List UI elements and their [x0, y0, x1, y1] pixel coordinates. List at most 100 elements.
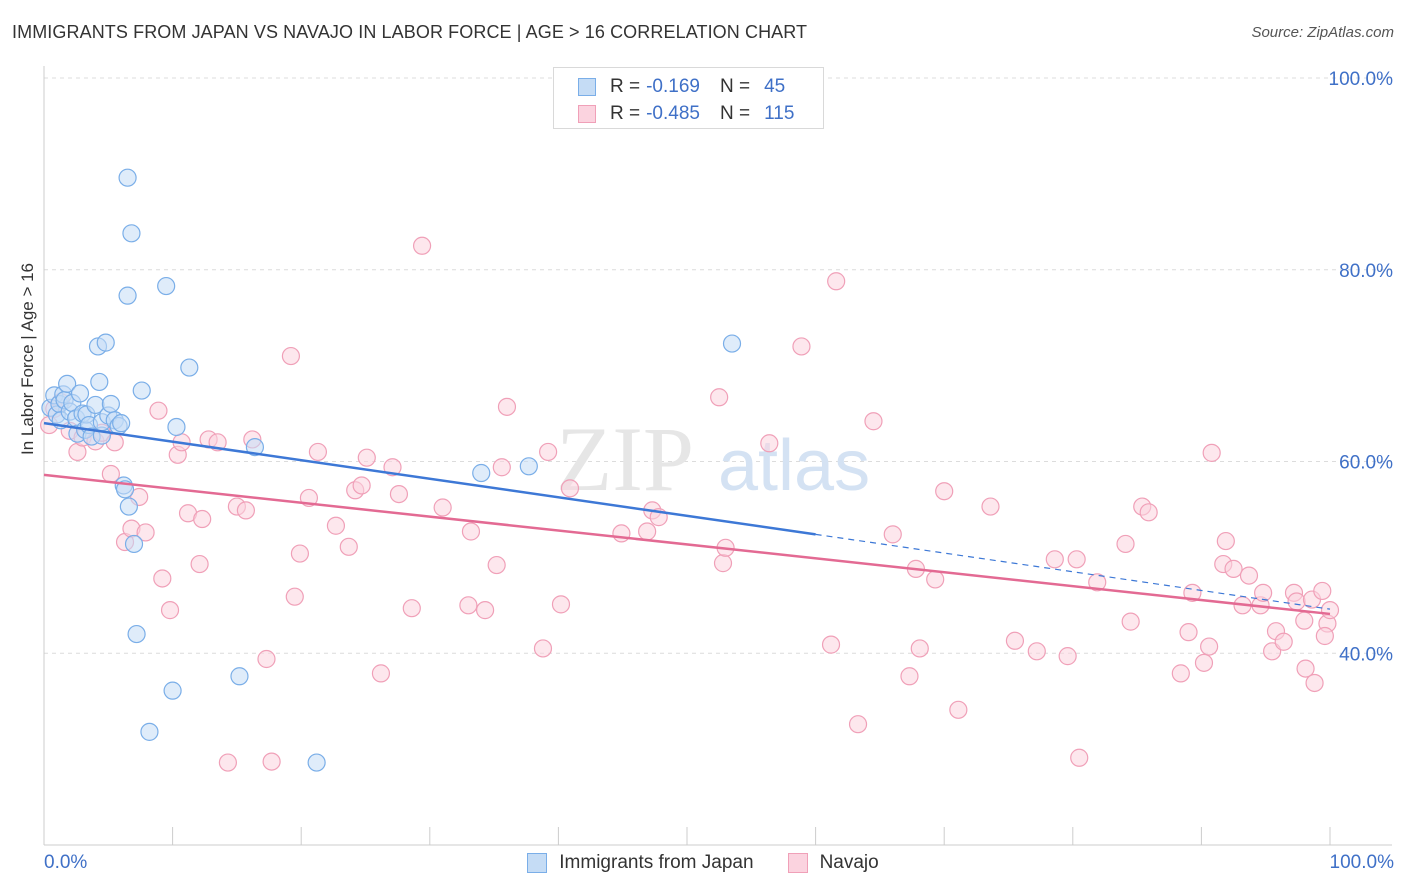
data-point-japan — [101, 394, 120, 414]
data-point-navajo — [1202, 443, 1221, 462]
data-point-navajo — [1313, 581, 1332, 601]
data-point-navajo — [257, 649, 276, 669]
y-tick-labels: 40.0% 60.0% 80.0% 100.0% — [1329, 69, 1394, 665]
data-point-japan — [118, 168, 137, 187]
data-point-navajo — [1045, 550, 1064, 569]
data-point-navajo — [218, 753, 237, 772]
y-axis-label: In Labor Force | Age > 16 — [18, 262, 37, 455]
data-point-navajo — [352, 476, 371, 495]
data-point-navajo — [136, 523, 155, 542]
data-point-navajo — [492, 458, 511, 477]
legend-row-navajo: R = -0.485 N = 115 — [578, 102, 794, 126]
data-point-navajo — [710, 388, 729, 407]
data-point-navajo — [1139, 503, 1158, 522]
data-point-navajo — [981, 497, 1000, 516]
y-tick-label: 40.0% — [1339, 644, 1393, 665]
data-point-navajo — [1296, 659, 1315, 678]
data-point-navajo — [1216, 531, 1235, 551]
data-point-navajo — [190, 554, 209, 574]
y-tick-label: 80.0% — [1339, 261, 1393, 282]
data-point-navajo — [412, 236, 432, 255]
data-point-navajo — [900, 667, 919, 686]
legend-swatch-japan — [527, 853, 548, 873]
data-point-navajo — [638, 522, 657, 541]
y-tick-label: 60.0% — [1339, 453, 1393, 474]
data-point-navajo — [433, 498, 452, 517]
data-point-japan — [245, 438, 265, 457]
data-point-navajo — [1320, 601, 1340, 620]
legend-item-japan: Immigrants from Japan — [527, 852, 754, 874]
legend-item-navajo: Navajo — [787, 852, 879, 874]
data-point-japan — [472, 463, 491, 483]
legend-r-value: -0.169 — [646, 76, 700, 97]
trend-line-japan — [43, 421, 816, 536]
data-point-navajo — [1254, 583, 1273, 602]
data-point-japan — [722, 334, 742, 353]
data-point-navajo — [864, 412, 883, 431]
data-point-navajo — [1027, 642, 1046, 661]
data-point-navajo — [1121, 612, 1140, 631]
data-point-japan — [167, 417, 186, 437]
watermark-atlas: atlas — [718, 426, 870, 506]
legend-swatch-japan — [578, 78, 596, 96]
data-point-navajo — [1239, 566, 1259, 585]
data-point-navajo — [935, 482, 954, 501]
data-point-japan — [163, 681, 182, 700]
legend-r-label: R = — [610, 103, 641, 124]
data-point-navajo — [487, 555, 506, 575]
watermark: ZIP atlas — [556, 408, 870, 510]
data-point-navajo — [792, 337, 811, 356]
data-point-japan — [140, 722, 159, 741]
legend-r-value: -0.485 — [646, 103, 700, 124]
y-tick-label: 100.0% — [1329, 69, 1394, 90]
legend-r-label: R = — [610, 76, 641, 97]
data-point-navajo — [389, 484, 409, 504]
data-point-navajo — [1305, 673, 1324, 693]
data-point-navajo — [308, 442, 328, 462]
data-point-navajo — [1067, 550, 1086, 569]
data-point-navajo — [1005, 631, 1025, 650]
legend-n-value: 115 — [764, 103, 795, 124]
data-point-navajo — [1224, 559, 1243, 578]
data-point-navajo — [153, 569, 172, 588]
data-point-navajo — [821, 635, 841, 654]
data-point-navajo — [1058, 647, 1077, 666]
data-point-navajo — [1274, 632, 1293, 651]
data-point-japan — [307, 753, 326, 772]
legend-label-japan: Immigrants from Japan — [559, 852, 754, 873]
data-point-japan — [230, 667, 249, 686]
data-point-navajo — [533, 639, 553, 658]
data-point-navajo — [461, 522, 481, 541]
data-point-navajo — [827, 272, 846, 291]
data-point-navajo — [1179, 623, 1198, 642]
data-point-navajo — [326, 516, 346, 535]
data-point-japan — [519, 457, 538, 476]
data-point-navajo — [539, 442, 558, 462]
data-point-navajo — [760, 434, 779, 453]
data-point-navajo — [383, 458, 402, 477]
data-point-japan — [157, 276, 176, 296]
data-point-navajo — [236, 501, 256, 520]
data-point-navajo — [402, 599, 421, 618]
data-point-navajo — [193, 509, 212, 529]
data-point-japan — [124, 534, 144, 554]
data-point-navajo — [371, 664, 391, 683]
series-legend: Immigrants from Japan Navajo — [0, 852, 1406, 874]
data-point-navajo — [459, 596, 478, 615]
data-point-navajo — [910, 639, 929, 658]
data-point-navajo — [551, 595, 571, 614]
data-point-navajo — [339, 537, 358, 556]
data-point-navajo — [1315, 626, 1334, 646]
x-tick-label-min: 0.0% — [44, 852, 88, 873]
data-point-navajo — [883, 525, 902, 544]
data-point-japan — [118, 286, 137, 305]
data-point-navajo — [1116, 534, 1135, 554]
axes — [43, 66, 1392, 846]
data-point-japan — [122, 224, 141, 243]
data-point-navajo — [1171, 664, 1190, 683]
data-point-navajo — [560, 479, 580, 498]
data-point-navajo — [1200, 637, 1219, 656]
x-tick-label-max: 100.0% — [1329, 852, 1394, 873]
watermark-zip: ZIP — [556, 408, 694, 510]
